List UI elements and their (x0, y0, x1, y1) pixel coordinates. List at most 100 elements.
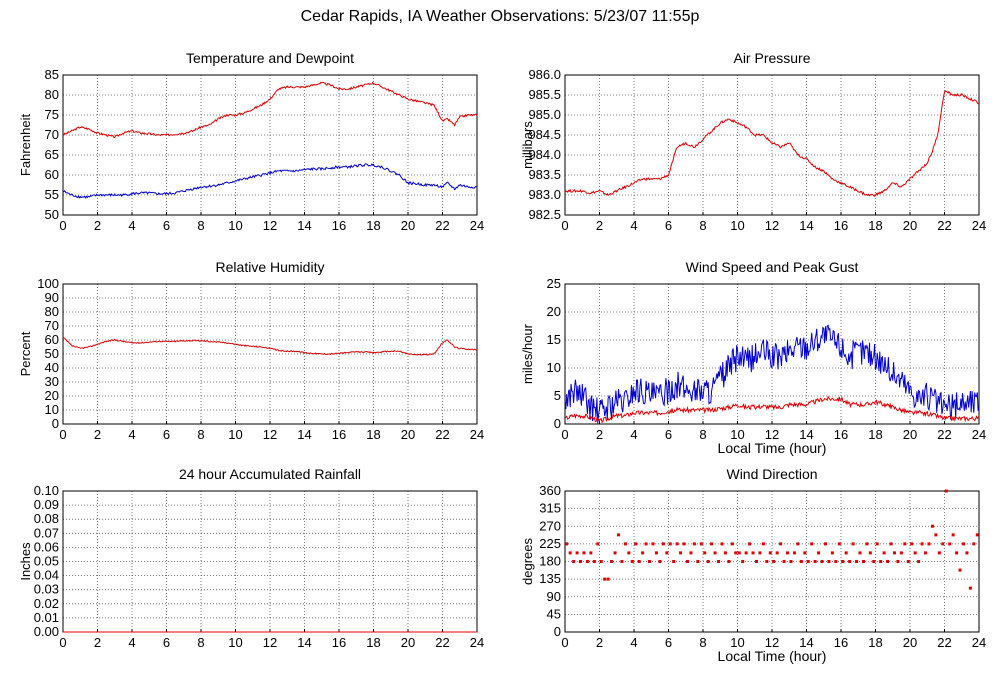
data-point (682, 542, 686, 546)
data-point (637, 560, 641, 563)
y-tick-label: 0.05 (34, 554, 59, 569)
y-tick-label: 135 (539, 571, 561, 586)
x-tick-label: 22 (435, 635, 449, 650)
x-tick-label: 24 (470, 635, 484, 650)
y-tick-label: 0.01 (34, 610, 59, 625)
y-tick-label: 65 (45, 147, 59, 162)
data-point (913, 551, 917, 555)
data-point (848, 560, 852, 563)
data-point (820, 560, 824, 563)
data-point (582, 551, 586, 555)
y-tick-label: 60 (45, 167, 59, 182)
x-tick-label: 16 (332, 635, 346, 650)
y-tick-label: 15 (547, 332, 561, 347)
data-point (872, 560, 876, 563)
x-tick-label: 0 (561, 635, 568, 650)
data-point (892, 551, 896, 555)
data-point (668, 542, 672, 546)
x-tick-label: 10 (228, 427, 242, 442)
y-tick-label: 985.0 (528, 107, 561, 122)
data-point (703, 551, 707, 555)
x-tick-label: 8 (699, 218, 706, 233)
y-tick-label: 0.04 (34, 568, 59, 583)
x-tick-label: 20 (401, 218, 415, 233)
data-point (610, 560, 614, 563)
data-point (565, 542, 569, 546)
x-tick-label: 6 (665, 635, 672, 650)
data-point (948, 542, 952, 546)
page-title: Cedar Rapids, IA Weather Observations: 5… (300, 8, 700, 25)
y-tick-label: 0 (52, 416, 59, 431)
y-tick-label: 10 (45, 402, 59, 417)
data-point (955, 551, 959, 555)
y-tick-label: 60 (45, 332, 59, 347)
data-point (717, 560, 721, 563)
x-tick-label: 12 (765, 218, 779, 233)
x-tick-label: 8 (197, 427, 204, 442)
data-point (699, 542, 703, 546)
x-tick-label: 4 (128, 635, 135, 650)
data-point (865, 542, 869, 546)
data-point (937, 551, 941, 555)
x-tick-label: 18 (868, 218, 882, 233)
y-axis-label: Inches (18, 542, 33, 581)
y-tick-label: 90 (45, 290, 59, 305)
x-tick-label: 12 (263, 218, 277, 233)
data-point (875, 542, 879, 546)
y-axis-label: Fahrenheit (18, 114, 33, 177)
x-tick-label: 16 (332, 218, 346, 233)
x-tick-label: 24 (972, 635, 986, 650)
x-tick-label: 18 (868, 427, 882, 442)
y-tick-label: 30 (45, 374, 59, 389)
data-point (951, 533, 955, 537)
data-point (799, 560, 803, 563)
x-tick-label: 22 (937, 635, 951, 650)
series-line (564, 395, 980, 424)
x-tick-label: 2 (94, 427, 101, 442)
data-point (613, 551, 617, 555)
x-tick-label: 18 (366, 635, 380, 650)
x-tick-label: 2 (596, 635, 603, 650)
y-tick-label: 0.00 (34, 624, 59, 639)
data-point (748, 542, 752, 546)
x-tick-label: 18 (868, 635, 882, 650)
x-tick-label: 2 (596, 218, 603, 233)
data-point (679, 551, 683, 555)
data-point (823, 542, 827, 546)
x-tick-label: 10 (228, 218, 242, 233)
data-point (723, 551, 727, 555)
data-point (630, 560, 634, 563)
x-tick-label: 24 (470, 427, 484, 442)
data-point (896, 560, 900, 563)
y-tick-label: 180 (539, 554, 561, 569)
y-tick-label: 10 (547, 360, 561, 375)
y-tick-label: 0.10 (34, 483, 59, 498)
y-tick-label: 5 (554, 388, 561, 403)
x-tick-label: 18 (366, 427, 380, 442)
data-point (623, 542, 627, 546)
y-tick-label: 0.07 (34, 525, 59, 540)
data-point (641, 551, 645, 555)
data-point (675, 542, 679, 546)
data-point (889, 542, 893, 546)
x-tick-label: 4 (128, 427, 135, 442)
data-point (779, 542, 783, 546)
data-point (827, 560, 831, 563)
data-point (599, 560, 603, 563)
data-point (692, 542, 696, 546)
data-point (861, 560, 865, 563)
x-tick-label: 6 (665, 427, 672, 442)
data-point (654, 551, 658, 555)
data-point (789, 560, 793, 563)
x-tick-label: 14 (297, 218, 311, 233)
data-point (879, 560, 883, 563)
data-point (786, 551, 790, 555)
x-axis-label: Local Time (hour) (718, 648, 827, 664)
series-line (62, 163, 478, 199)
data-point (941, 542, 945, 546)
data-point (813, 560, 817, 563)
chart-title: Air Pressure (733, 50, 810, 66)
y-tick-label: 25 (547, 276, 561, 291)
